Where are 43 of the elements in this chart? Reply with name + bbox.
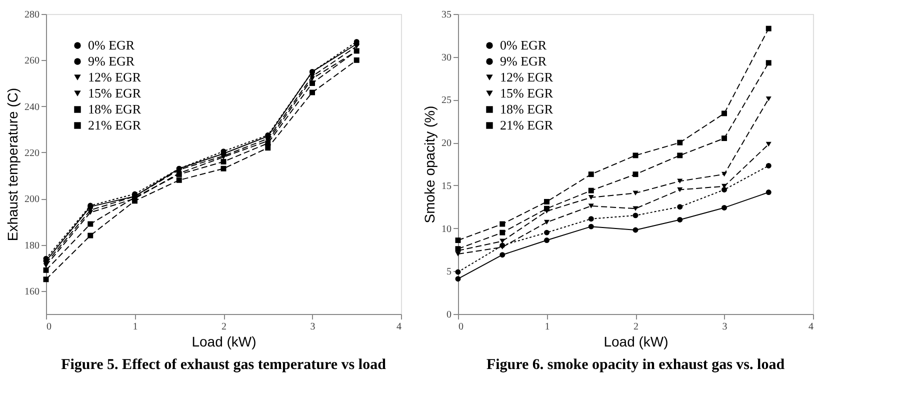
legend-label: 9% EGR — [88, 54, 135, 68]
text: Figure 6. smoke opacity in exhaust gas vs. load — [486, 357, 786, 373]
y-tick-label: 15 — [442, 180, 452, 192]
y-tick-label: 240 — [24, 102, 40, 113]
x-tick-label: 1 — [544, 322, 550, 332]
legend-label: 12% EGR — [88, 70, 142, 84]
y-tick-label: 30 — [442, 52, 452, 64]
legend-label: 0% EGR — [500, 38, 547, 52]
x-tick-label: 3 — [310, 322, 316, 332]
y-tick-label: 10 — [442, 224, 452, 235]
legend-label: 15% EGR — [88, 86, 142, 100]
x-axis-title: Load (kW) — [604, 334, 668, 350]
legend-label: 18% EGR — [500, 102, 554, 116]
x-tick-label: 2 — [634, 322, 638, 332]
y-tick-label: 5 — [446, 266, 452, 278]
legend-label: 0% EGR — [88, 38, 135, 52]
y-tick-label: 25 — [442, 95, 452, 106]
y-tick-label: 20 — [442, 138, 452, 150]
x-tick-label: 0 — [46, 322, 52, 332]
legend-label: 21% EGR — [500, 118, 554, 132]
y-tick-label: 280 — [24, 10, 40, 20]
y-axis-title: Exhaust temperature (C) — [4, 88, 20, 242]
y-axis-title: Smoke opacity (%) — [422, 106, 438, 224]
legend-label: 9% EGR — [500, 54, 547, 68]
y-tick-label: 35 — [442, 10, 452, 20]
legend-label: 12% EGR — [500, 70, 554, 84]
x-tick-label: 4 — [808, 322, 814, 332]
legend-label: 21% EGR — [88, 118, 142, 132]
x-axis-title: Load (kW) — [192, 334, 256, 350]
legend-label: 15% EGR — [500, 86, 554, 100]
x-tick-label: 4 — [396, 322, 402, 332]
y-tick-label: 260 — [24, 56, 40, 67]
legend-label: 18% EGR — [88, 102, 142, 116]
y-tick-label: 200 — [24, 194, 40, 206]
x-tick-label: 1 — [132, 322, 138, 332]
y-tick-label: 160 — [24, 286, 40, 298]
x-tick-label: 2 — [222, 322, 226, 332]
x-tick-label: 0 — [458, 322, 464, 332]
text: Figure 5. Effect of exhaust gas temperature vs load — [61, 357, 387, 373]
y-tick-label: 0 — [446, 310, 452, 320]
y-tick-label: 220 — [24, 148, 40, 159]
x-tick-label: 3 — [722, 322, 728, 332]
y-tick-label: 180 — [24, 240, 40, 252]
